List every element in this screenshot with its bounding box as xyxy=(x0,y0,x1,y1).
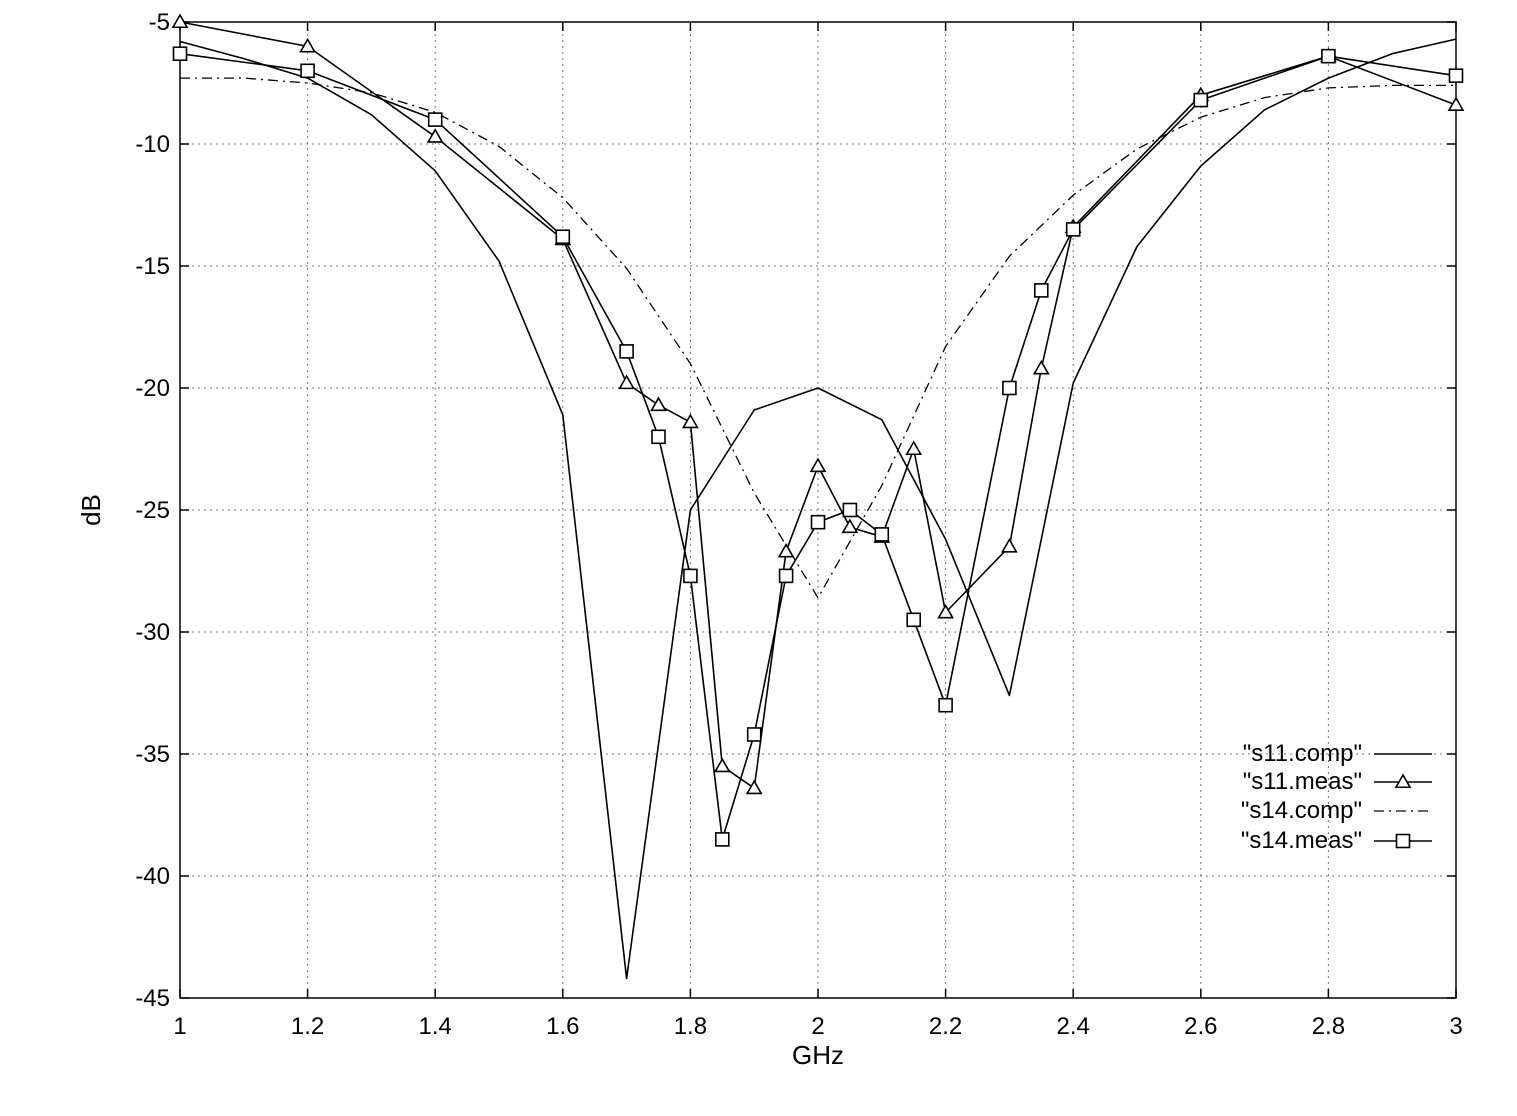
legend-label-s14-comp: "s14.comp" xyxy=(1241,797,1362,824)
x-tick-label: 2 xyxy=(811,1013,824,1040)
series-line-s14-comp xyxy=(180,77,1456,599)
data-point-s14-meas xyxy=(1002,380,1017,396)
data-point-s14-meas xyxy=(874,527,890,542)
series-s14-meas xyxy=(172,46,1464,847)
y-tick-label: -25 xyxy=(135,497,170,524)
legend-label-s11-comp: "s11.comp" xyxy=(1243,740,1362,767)
x-tick-label: 2.6 xyxy=(1184,1013,1217,1040)
data-point-s14-meas xyxy=(427,112,443,127)
x-tick-label: 1.2 xyxy=(291,1013,324,1040)
data-point-s14-meas xyxy=(1193,92,1209,108)
axis-ticks xyxy=(179,21,1457,999)
y-tick-label: -30 xyxy=(135,619,170,646)
data-point-s14-meas xyxy=(1321,48,1336,64)
data-point-s14-meas xyxy=(1034,283,1049,298)
data-point-s14-meas xyxy=(842,502,858,518)
data-point-s14-meas xyxy=(778,568,794,584)
legend-marker-s14-meas xyxy=(1395,833,1411,849)
x-tick-label: 1.4 xyxy=(419,1013,452,1040)
series-layer xyxy=(171,13,1465,980)
data-point-s11-meas xyxy=(171,13,189,29)
y-tick-label: -10 xyxy=(135,131,170,158)
data-point-s11-meas xyxy=(1447,96,1465,112)
legend-label-s14-meas: "s14.meas" xyxy=(1241,827,1362,854)
y-axis-title: dB xyxy=(76,494,106,526)
x-tick-label: 1 xyxy=(173,1013,186,1040)
data-point-s11-meas xyxy=(905,440,923,456)
series-line-s11-comp xyxy=(179,38,1457,980)
legend-marker-s11-meas xyxy=(1394,773,1412,789)
legend-samples xyxy=(1374,753,1432,849)
y-tick-label: -5 xyxy=(149,9,170,36)
data-point-s11-meas xyxy=(1001,537,1018,553)
data-point-s14-meas xyxy=(555,229,571,245)
data-point-s14-meas xyxy=(683,568,698,584)
data-point-s11-meas xyxy=(650,396,667,412)
data-point-s14-meas xyxy=(651,429,666,445)
data-point-s14-meas xyxy=(172,46,188,62)
data-point-s11-meas xyxy=(809,457,827,473)
x-tick-label: 2.8 xyxy=(1312,1013,1345,1040)
y-tick-label: -40 xyxy=(135,863,170,890)
series-line-s14-meas xyxy=(179,52,1457,841)
legend: "s11.comp" "s11.meas" "s14.comp" "s14.me… xyxy=(1241,740,1432,854)
data-point-s11-meas xyxy=(745,779,763,795)
data-point-s14-meas xyxy=(619,344,634,359)
series-s11-comp xyxy=(179,38,1457,980)
data-point-s11-meas xyxy=(937,603,954,619)
x-axis-tick-labels: 1 1.2 1.4 1.6 1.8 2 2.2 2.4 2.6 2.8 3 xyxy=(173,1013,1462,1040)
data-point-s14-meas xyxy=(1065,222,1081,237)
data-point-s14-meas xyxy=(1448,68,1464,83)
data-point-s11-meas xyxy=(618,374,635,390)
data-point-s11-meas xyxy=(777,542,795,558)
data-point-s14-meas xyxy=(810,514,826,530)
y-axis-tick-labels: -5 -10 -15 -20 -25 -30 -35 -40 -45 xyxy=(135,9,170,1012)
y-tick-label: -35 xyxy=(135,741,170,768)
y-tick-label: -45 xyxy=(135,985,170,1012)
x-tick-label: 2.4 xyxy=(1057,1013,1090,1040)
x-tick-label: 3 xyxy=(1449,1013,1462,1040)
y-tick-label: -20 xyxy=(135,375,170,402)
data-point-s11-meas xyxy=(682,413,699,429)
data-point-s14-meas xyxy=(300,63,315,79)
x-tick-label: 1.6 xyxy=(546,1013,579,1040)
y-tick-label: -15 xyxy=(135,253,170,280)
data-point-s11-meas xyxy=(1032,359,1050,375)
data-point-s11-meas xyxy=(299,37,316,53)
data-point-s14-meas xyxy=(938,697,953,713)
x-tick-label: 2.2 xyxy=(929,1013,962,1040)
data-point-s14-meas xyxy=(714,832,730,847)
data-point-s11-meas xyxy=(713,757,731,773)
data-point-s14-meas xyxy=(906,612,922,628)
data-point-s11-meas xyxy=(426,128,444,143)
data-point-s11-meas xyxy=(841,518,859,534)
legend-label-s11-meas: "s11.meas" xyxy=(1243,768,1362,795)
series-s14-comp xyxy=(180,77,1456,599)
data-point-s14-meas xyxy=(746,727,762,742)
x-axis-title: GHz xyxy=(792,1040,844,1070)
x-tick-label: 1.8 xyxy=(674,1013,707,1040)
